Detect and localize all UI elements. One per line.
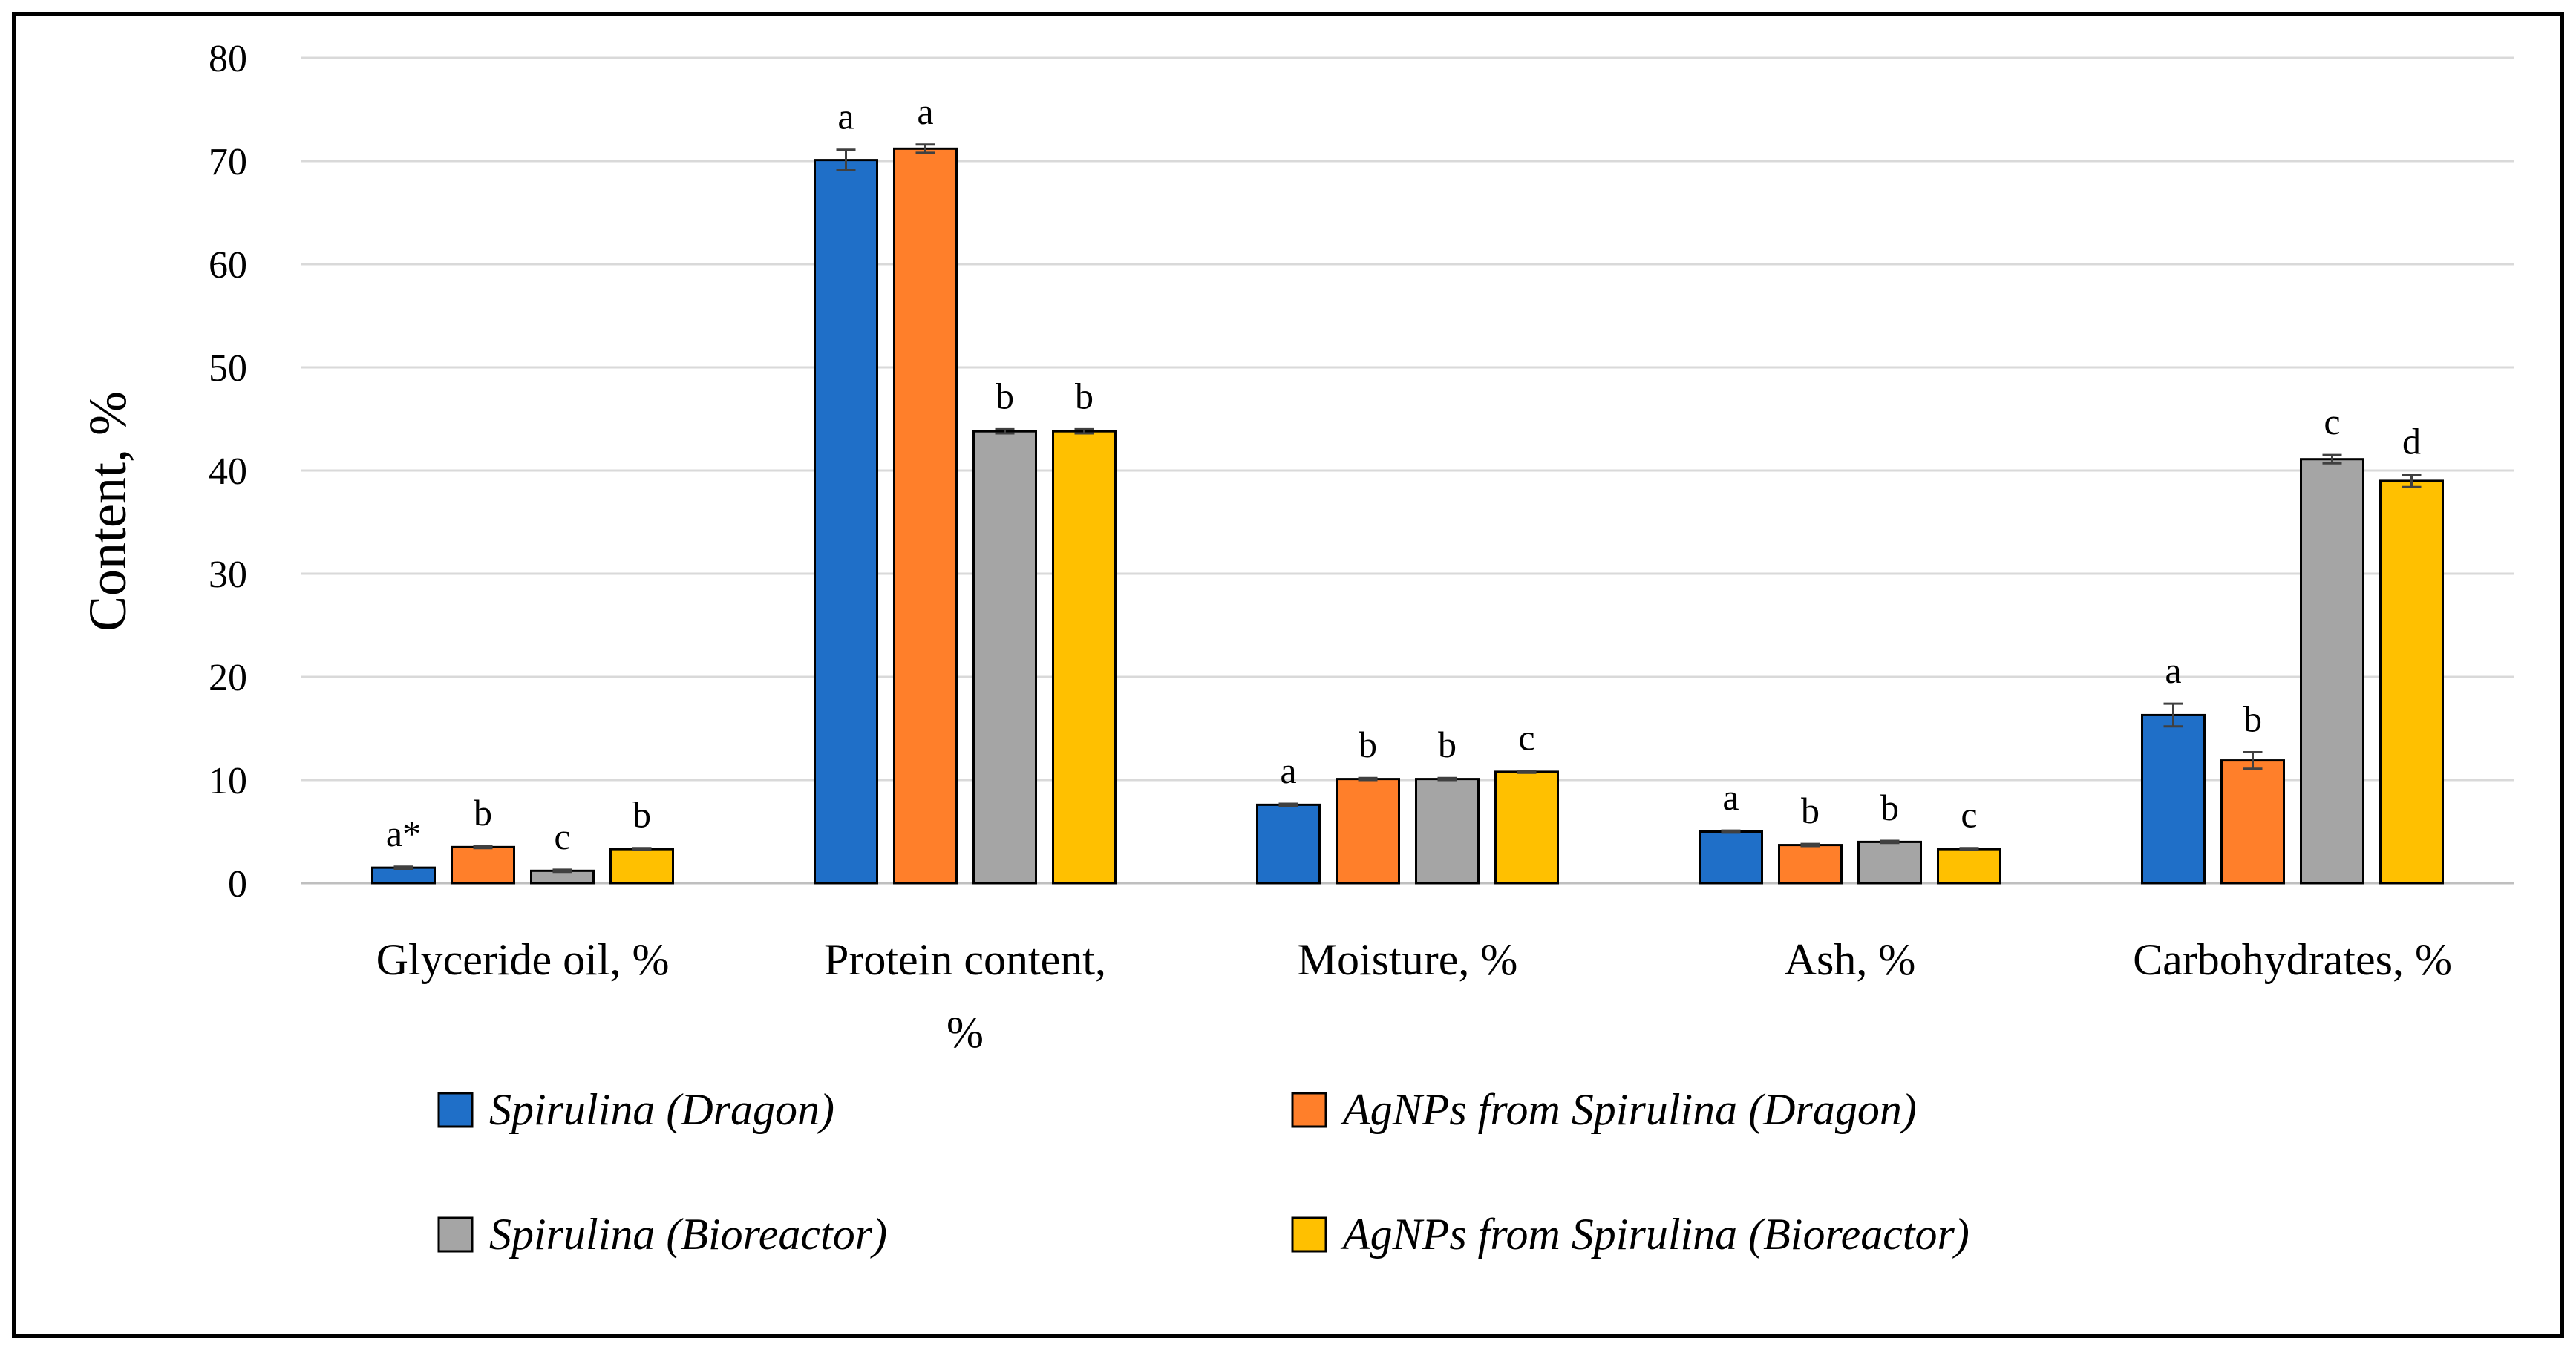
legend-label: AgNPs from Spirulina (Bioreactor) xyxy=(1340,1210,1969,1259)
category-label: % xyxy=(947,1008,984,1057)
category-label: Moisture, % xyxy=(1298,935,1518,984)
bar xyxy=(1052,430,1117,885)
y-tick-label: 40 xyxy=(209,450,247,493)
legend-label: Spirulina (Dragon) xyxy=(489,1085,834,1134)
category-label: Carbohydrates, % xyxy=(2133,935,2452,984)
y-tick-label: 80 xyxy=(209,38,247,80)
legend-swatch xyxy=(437,1092,474,1128)
significance-letter: d xyxy=(2402,421,2421,462)
legend-label: AgNPs from Spirulina (Dragon) xyxy=(1340,1085,1917,1134)
bar xyxy=(1857,840,1922,885)
legend-swatch xyxy=(1291,1092,1327,1128)
significance-letter: b xyxy=(1075,375,1094,416)
bar xyxy=(1415,778,1480,885)
bar xyxy=(2300,458,2364,885)
bar xyxy=(1336,778,1400,885)
y-tick-label: 20 xyxy=(209,657,247,699)
bar xyxy=(451,845,515,885)
category-label: Ash, % xyxy=(1785,935,1916,984)
chart-frame: 0 10 20 30 40 50 60 70 80 Content, % a* b c b Glycerid… xyxy=(12,12,2564,1338)
significance-letter: a xyxy=(837,96,854,137)
bar xyxy=(972,430,1037,885)
significance-letter: b xyxy=(474,792,492,833)
legend-swatch xyxy=(1291,1216,1327,1253)
significance-letter: b xyxy=(1438,724,1457,765)
bar xyxy=(1937,848,2001,885)
y-tick-label: 0 xyxy=(228,863,247,905)
bar xyxy=(1256,803,1321,885)
significance-letter: b xyxy=(1880,787,1899,828)
category-label: Protein content, xyxy=(824,935,1106,984)
y-tick-label: 70 xyxy=(209,141,247,183)
bar xyxy=(2379,479,2444,885)
bar xyxy=(609,848,674,885)
y-tick-label: 30 xyxy=(209,554,247,596)
bar xyxy=(1494,770,1559,885)
significance-letter: c xyxy=(1961,794,1977,836)
significance-letter: c xyxy=(1518,716,1534,758)
significance-letter: b xyxy=(1801,790,1820,831)
significance-letter: c xyxy=(554,816,570,857)
y-axis-label: Content, % xyxy=(78,391,137,632)
bar xyxy=(2141,713,2206,885)
significance-letter: a xyxy=(1722,776,1739,818)
significance-letter: a* xyxy=(386,813,421,854)
significance-letter: a xyxy=(917,91,933,132)
significance-letter: a xyxy=(1280,750,1296,791)
significance-letter: b xyxy=(2243,698,2262,739)
y-tick-label: 10 xyxy=(209,760,247,802)
bar xyxy=(814,159,878,885)
legend-swatch xyxy=(437,1216,474,1253)
significance-letter: b xyxy=(632,794,651,836)
bar xyxy=(1778,844,1843,885)
significance-letter: b xyxy=(1359,724,1377,765)
y-tick-label: 60 xyxy=(209,244,247,286)
significance-letter: c xyxy=(2324,401,2340,442)
bar xyxy=(371,866,436,885)
legend-label: Spirulina (Bioreactor) xyxy=(489,1210,887,1259)
bar-chart: 0 10 20 30 40 50 60 70 80 Content, % a* b c b Glycerid… xyxy=(78,38,2514,1259)
bar xyxy=(1699,830,1763,885)
significance-letter: a xyxy=(2165,649,2181,691)
significance-letter: b xyxy=(996,375,1014,416)
bar xyxy=(2220,759,2285,885)
y-tick-label: 50 xyxy=(209,347,247,390)
category-label: Glyceride oil, % xyxy=(376,935,670,984)
bar xyxy=(893,147,958,885)
